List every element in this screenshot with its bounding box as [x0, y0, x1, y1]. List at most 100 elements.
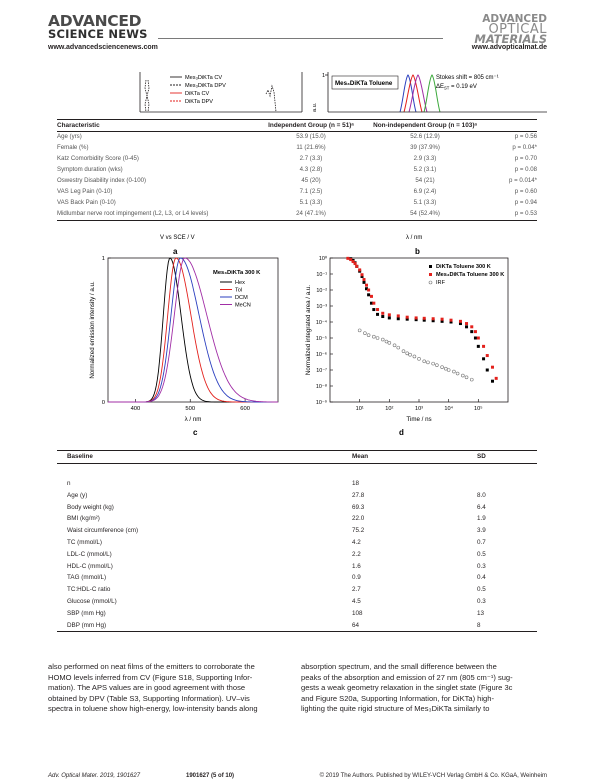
cropped-axis-label-right: λ / nm	[406, 235, 422, 241]
table-cell: 75.2	[352, 527, 365, 535]
table-cell: Body weight (kg)	[67, 503, 114, 511]
table-cell: 2.9 (3.3)	[413, 155, 437, 163]
table-cell: 2.7	[352, 586, 361, 594]
table-cell: 27.8	[352, 491, 365, 499]
data-point-mes3dikta	[358, 268, 362, 272]
top-figure-strip: Mes₃DiKTa CV Mes₃DiKTa DPV DiKTa CV DiKT…	[48, 72, 547, 117]
table-cell: p = 0.53	[485, 209, 537, 221]
column-header: Independent Group (n = 51)ᵃ	[257, 119, 365, 132]
panel-label-a: a	[173, 247, 178, 256]
data-point-irf	[431, 361, 435, 366]
data-point-mes3dikta	[396, 314, 400, 318]
y-tick-label: 1	[102, 256, 105, 262]
y-tick-label: 10⁰	[319, 256, 327, 262]
data-point-dikta	[381, 315, 385, 319]
data-point-dikta	[473, 336, 477, 340]
table-cell: Waist circumference (cm)	[67, 527, 139, 535]
header-rule	[158, 38, 443, 39]
table-cell: 5.1 (3.3)	[299, 199, 323, 207]
table-header-row: Baseline Mean SD	[57, 450, 537, 464]
text-line: and Figure S20a, Supporting Information,…	[301, 693, 494, 703]
footer-page-number: 1901627 (5 of 10)	[186, 773, 235, 779]
table-cell: Oswestry Disability index (0-100)	[57, 177, 147, 185]
top-right-legend: Mes₃DiKTa Toluene	[335, 80, 393, 87]
data-point-mes3dikta	[473, 330, 477, 334]
data-point-mes3dikta	[362, 278, 366, 282]
table-cell: Katz Comorbidity Score (0-45)	[57, 155, 139, 163]
x-tick-label: 400	[131, 406, 141, 412]
top-right-legend-box	[331, 75, 399, 90]
table-cell: 5.1 (3.3)	[413, 199, 437, 207]
baseline-characteristics-table: Baseline Mean SD n 18 Age (y) 27.8 8.0 Body…	[57, 450, 537, 633]
table-cell: 64	[342, 619, 467, 633]
table-row: Katz Comorbidity Score (0-45) 2.7 (3.3) 2.…	[57, 154, 537, 165]
table-cell: 53.9 (15.0)	[296, 133, 326, 141]
table-cell: 22.0	[352, 515, 365, 523]
panel-label-c: c	[193, 428, 198, 437]
table-row: Female (%) 11 (21.6%) 39 (37.9%) p = 0.04*	[57, 143, 537, 154]
table-cell: 3.9	[477, 527, 486, 535]
table-cell: 45 (20)	[301, 177, 321, 185]
delta-est-label: ΔEST = 0.19 eV	[436, 84, 477, 91]
table-cell: 108	[352, 609, 363, 617]
y-tick-label: 10⁻⁴	[316, 320, 328, 326]
data-point-mes3dikta	[381, 311, 385, 315]
y-tick-label: 10⁻²	[316, 288, 327, 294]
data-point-irf	[405, 351, 409, 356]
x-tick-label: 500	[185, 406, 195, 412]
emission-curve-fragment-2	[408, 74, 428, 113]
legend-marker	[429, 265, 432, 268]
data-point-irf	[464, 375, 469, 380]
x-tick-label: 10³	[415, 406, 423, 412]
table-row: Age (y) 27.8 8.0	[57, 490, 537, 502]
stokes-shift-label: Stokes shift = 805 cm⁻¹	[436, 75, 499, 81]
text-line: peaks of the absorption and emission of …	[301, 672, 513, 682]
journal-url[interactable]: www.advopticalmat.de	[471, 44, 547, 51]
data-point-mes3dikta	[355, 264, 359, 268]
data-point-irf	[375, 336, 380, 340]
table-cell: 2.7 (3.3)	[299, 155, 323, 163]
table-row: TC:HDL-C ratio 2.7 0.5	[57, 584, 537, 596]
data-point-mes3dikta	[465, 322, 469, 326]
data-point-mes3dikta	[405, 315, 409, 319]
data-point-dikta	[365, 287, 369, 291]
data-point-mes3dikta	[458, 319, 462, 323]
publisher-url[interactable]: www.advancedsciencenews.com	[48, 44, 158, 51]
data-point-mes3dikta	[476, 336, 480, 340]
table-cell: p = 0.014*	[509, 177, 537, 185]
data-point-irf	[422, 359, 427, 364]
data-point-mes3dikta	[490, 365, 494, 369]
data-point-dikta	[458, 322, 462, 326]
data-point-dikta	[367, 293, 371, 297]
x-axis-label: λ / nm	[185, 416, 202, 423]
y-axis-label: Normalized emission intensity / a.u.	[89, 281, 96, 379]
table-cell: 52.6 (12.9)	[410, 133, 440, 141]
table-cell: Age (yrs)	[57, 133, 82, 141]
data-point-mes3dikta	[422, 316, 426, 320]
cropped-axis-label-left: V vs SCE / V	[160, 235, 195, 241]
panel-label-d: d	[399, 428, 404, 437]
table-row: HDL-C (mmol/L) 1.6 0.3	[57, 561, 537, 573]
table-cell	[467, 478, 537, 490]
data-point-irf	[380, 337, 385, 342]
table-cell: 1.6	[352, 562, 361, 570]
table-cell: 39 (37.9%)	[410, 144, 440, 152]
data-point-irf	[401, 349, 406, 353]
data-point-irf	[446, 368, 451, 372]
top-right-ylabel: a.u.	[312, 102, 318, 112]
table-cell: Midlumbar nerve root impingement (L2, L3…	[57, 209, 257, 221]
data-point-dikta	[396, 317, 400, 321]
data-point-irf	[417, 357, 421, 361]
y-axis-label: Normalized integrated area / a.u.	[305, 285, 312, 375]
data-point-mes3dikta	[351, 260, 355, 264]
data-point-dikta	[485, 368, 489, 372]
y-tick-label: 10⁻⁷	[316, 368, 327, 374]
data-point-dikta	[482, 357, 486, 361]
text-line: spectra in toluene show high-energy, low…	[48, 704, 258, 714]
table-row: Waist circumference (cm) 75.2 3.9	[57, 525, 537, 537]
table-row: VAS Leg Pain (0-10) 7.1 (2.5) 6.9 (2.4) p =…	[57, 187, 537, 198]
table-cell: 2.2	[352, 550, 361, 558]
emission-curve-fragment	[403, 74, 423, 113]
data-point-dikta	[372, 308, 376, 312]
column-header: Non-independent Group (n = 103)ᵃ	[365, 119, 485, 132]
